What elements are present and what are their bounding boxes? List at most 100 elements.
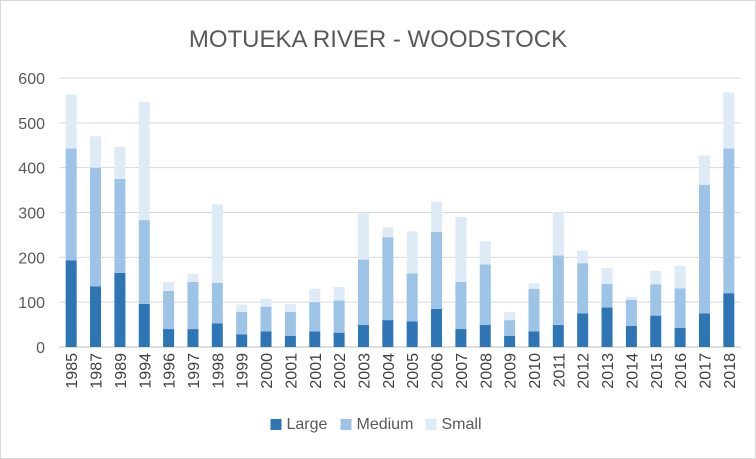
bar-large (674, 327, 686, 347)
bar-large (187, 329, 199, 347)
bar-large (284, 335, 296, 347)
bar-medium (406, 273, 418, 322)
y-tick-label: 0 (36, 340, 45, 357)
y-axis: 0 100 200 300 400 500 600 (18, 71, 45, 357)
bar-medium (333, 300, 345, 333)
x-tick-label: 1996 (162, 353, 179, 389)
legend-swatch (270, 419, 282, 430)
x-axis: 1985 1987 1989 1994 1996 1997 1998 1999 2000 2001… (64, 353, 739, 389)
x-tick-label: 2000 (259, 353, 276, 389)
bar-large (723, 293, 735, 347)
bar-medium (187, 281, 199, 330)
legend-item-medium: Medium (340, 416, 414, 433)
bar-large (552, 325, 564, 347)
bar-large (504, 335, 516, 347)
bar-large (382, 320, 394, 347)
x-tick-label: 2001 (308, 353, 325, 389)
bar-large (309, 331, 321, 347)
y-tick-label: 200 (18, 250, 45, 267)
bar-small (309, 288, 321, 303)
bar-small (236, 304, 248, 313)
bar-small (114, 146, 126, 179)
bar-medium (650, 284, 662, 316)
x-tick-label: 2002 (332, 353, 349, 389)
bar-medium (260, 306, 272, 332)
bar-small (455, 216, 467, 282)
x-tick-label: 2016 (673, 353, 690, 389)
bar-small (650, 270, 662, 285)
x-tick-label: 2014 (624, 353, 641, 389)
bar-small (479, 241, 491, 265)
bar-medium (552, 255, 564, 326)
x-tick-label: 2011 (551, 353, 568, 388)
bar-large (211, 323, 223, 347)
bar-medium (455, 281, 467, 330)
x-tick-label: 1985 (64, 353, 81, 389)
legend-label: Medium (357, 416, 414, 433)
bar-large (114, 273, 126, 347)
x-tick-label: 2018 (722, 353, 739, 389)
bar-medium (723, 148, 735, 294)
x-tick-label: 2007 (454, 353, 471, 389)
x-tick-label: 1998 (210, 353, 227, 389)
bar-large (357, 325, 369, 347)
bar-large (163, 329, 175, 347)
bar-large (138, 303, 150, 347)
legend-label: Large (287, 416, 328, 433)
bar-medium (625, 299, 637, 326)
bars (65, 92, 735, 347)
grid (59, 77, 741, 348)
bar-medium (357, 259, 369, 326)
bar-large (260, 331, 272, 347)
bar-medium (577, 263, 589, 314)
y-tick-label: 500 (18, 116, 45, 133)
bar-small (625, 296, 637, 300)
bar-medium (163, 290, 175, 330)
bar-medium (65, 148, 77, 261)
y-tick-label: 300 (18, 206, 45, 223)
legend-item-small: Small (425, 416, 482, 433)
bar-medium (114, 178, 126, 274)
x-tick-label: 2009 (503, 353, 520, 389)
bar-large (236, 334, 248, 347)
bar-large (455, 329, 467, 347)
bar-small (90, 136, 102, 168)
bar-small (138, 101, 150, 221)
bar-small (406, 231, 418, 274)
x-tick-label: 2001 (283, 353, 300, 389)
bar-medium (601, 283, 613, 308)
x-tick-label: 2005 (405, 353, 422, 389)
bar-small (528, 283, 540, 289)
y-tick-label: 100 (18, 295, 45, 312)
y-tick-label: 600 (18, 71, 45, 88)
bar-medium (309, 302, 321, 332)
x-tick-label: 2012 (576, 353, 593, 389)
x-tick-label: 1994 (137, 353, 154, 389)
legend: Large Medium Small (270, 416, 482, 433)
bar-medium (211, 282, 223, 324)
bar-medium (674, 288, 686, 328)
bar-small (504, 312, 516, 321)
bar-large (479, 325, 491, 347)
legend-swatch (425, 419, 437, 430)
legend-label: Small (442, 416, 482, 433)
x-tick-label: 2017 (697, 353, 714, 389)
bar-small (284, 303, 296, 313)
bar-small (65, 94, 77, 149)
bar-small (723, 92, 735, 149)
bar-small (698, 155, 710, 185)
legend-swatch (340, 419, 352, 430)
bar-large (333, 332, 345, 347)
bar-small (577, 250, 589, 264)
bar-small (357, 213, 369, 260)
bar-small (163, 281, 175, 291)
x-tick-label: 1989 (113, 353, 130, 389)
bar-small (674, 265, 686, 289)
bar-small (211, 204, 223, 283)
bar-large (90, 286, 102, 347)
bar-large (65, 260, 77, 347)
x-tick-label: 1999 (235, 353, 252, 389)
x-tick-label: 2003 (356, 353, 373, 389)
